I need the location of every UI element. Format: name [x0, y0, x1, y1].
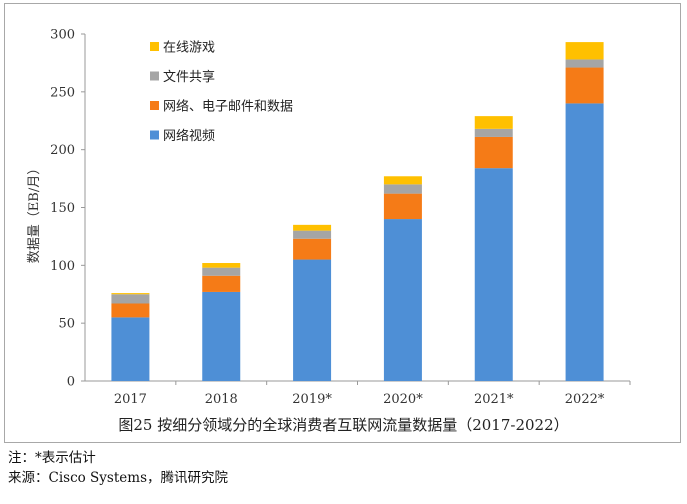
y-tick-label: 150 [50, 201, 75, 216]
x-tick-label: 2021* [474, 392, 514, 407]
bar-segment-3-4 [474, 116, 513, 129]
bars [111, 42, 604, 382]
y-tick-label: 250 [50, 85, 75, 100]
x-tick-label: 2022* [565, 392, 605, 407]
x-tick-label: 2018 [205, 392, 238, 407]
y-tick-label: 200 [50, 143, 75, 158]
legend-swatch [150, 130, 159, 140]
bar-segment-1-1 [202, 275, 241, 292]
bar-segment-0-2 [293, 259, 332, 381]
bar-segment-3-3 [383, 176, 422, 185]
figure-caption: 图25 按细分领域分的全球消费者互联网流量数据量（2017-2022） [118, 416, 569, 434]
bar-segment-3-5 [565, 42, 604, 60]
bar-segment-1-5 [565, 67, 604, 104]
legend-label: 文件共享 [163, 69, 215, 85]
bar-segment-0-1 [202, 291, 241, 381]
stacked-bar-chart: 2017 2018 2019* 2020* 2021* 2022* 0 50 100 150 20… [27, 28, 631, 407]
y-tick-label: 300 [50, 28, 75, 43]
x-tick-label: 2019* [292, 392, 332, 407]
axes [84, 34, 630, 382]
y-tick-labels: 0 50 100 150 200 250 300 [50, 28, 85, 390]
bar-segment-0-0 [111, 317, 150, 381]
legend-label: 网络、电子邮件和数据 [163, 99, 293, 115]
legend-swatch [150, 101, 159, 110]
chart-frame [4, 3, 681, 443]
bar-segment-1-4 [474, 136, 513, 169]
notes: 注：*表示估计 来源：Cisco Systems，腾讯研究院 [8, 448, 228, 488]
estimate-note: 注：*表示估计 [8, 450, 96, 466]
x-tick-label: 2017 [114, 392, 147, 407]
bar-segment-3-0 [111, 293, 150, 295]
bar-segment-2-1 [202, 267, 241, 276]
bar-segment-0-5 [565, 103, 604, 382]
legend-swatch [150, 42, 159, 51]
y-tick-label: 0 [67, 375, 75, 390]
source-note: 来源：Cisco Systems，腾讯研究院 [8, 470, 229, 486]
bar-segment-2-4 [474, 128, 513, 137]
y-axis-label: 数据量（EB/月） [27, 162, 42, 263]
legend-swatch [150, 71, 159, 81]
y-tick-label: 100 [50, 259, 75, 274]
bar-segment-1-3 [383, 193, 422, 220]
x-tick-labels: 2017 2018 2019* 2020* 2021* 2022* [114, 381, 631, 407]
bar-segment-2-3 [383, 184, 422, 194]
y-tick-label: 50 [58, 317, 75, 332]
bar-segment-2-5 [565, 59, 604, 68]
bar-segment-2-0 [111, 294, 150, 304]
bar-segment-3-2 [293, 224, 332, 231]
bar-segment-1-0 [111, 303, 150, 318]
bar-segment-3-1 [202, 263, 241, 268]
bar-segment-2-2 [293, 230, 332, 239]
legend-label: 在线游戏 [163, 41, 215, 56]
x-tick-label: 2020* [383, 392, 423, 407]
legend-label: 网络视频 [163, 128, 215, 144]
bar-segment-0-3 [383, 219, 422, 381]
bar-segment-0-4 [474, 168, 513, 381]
bar-segment-1-2 [293, 238, 332, 260]
